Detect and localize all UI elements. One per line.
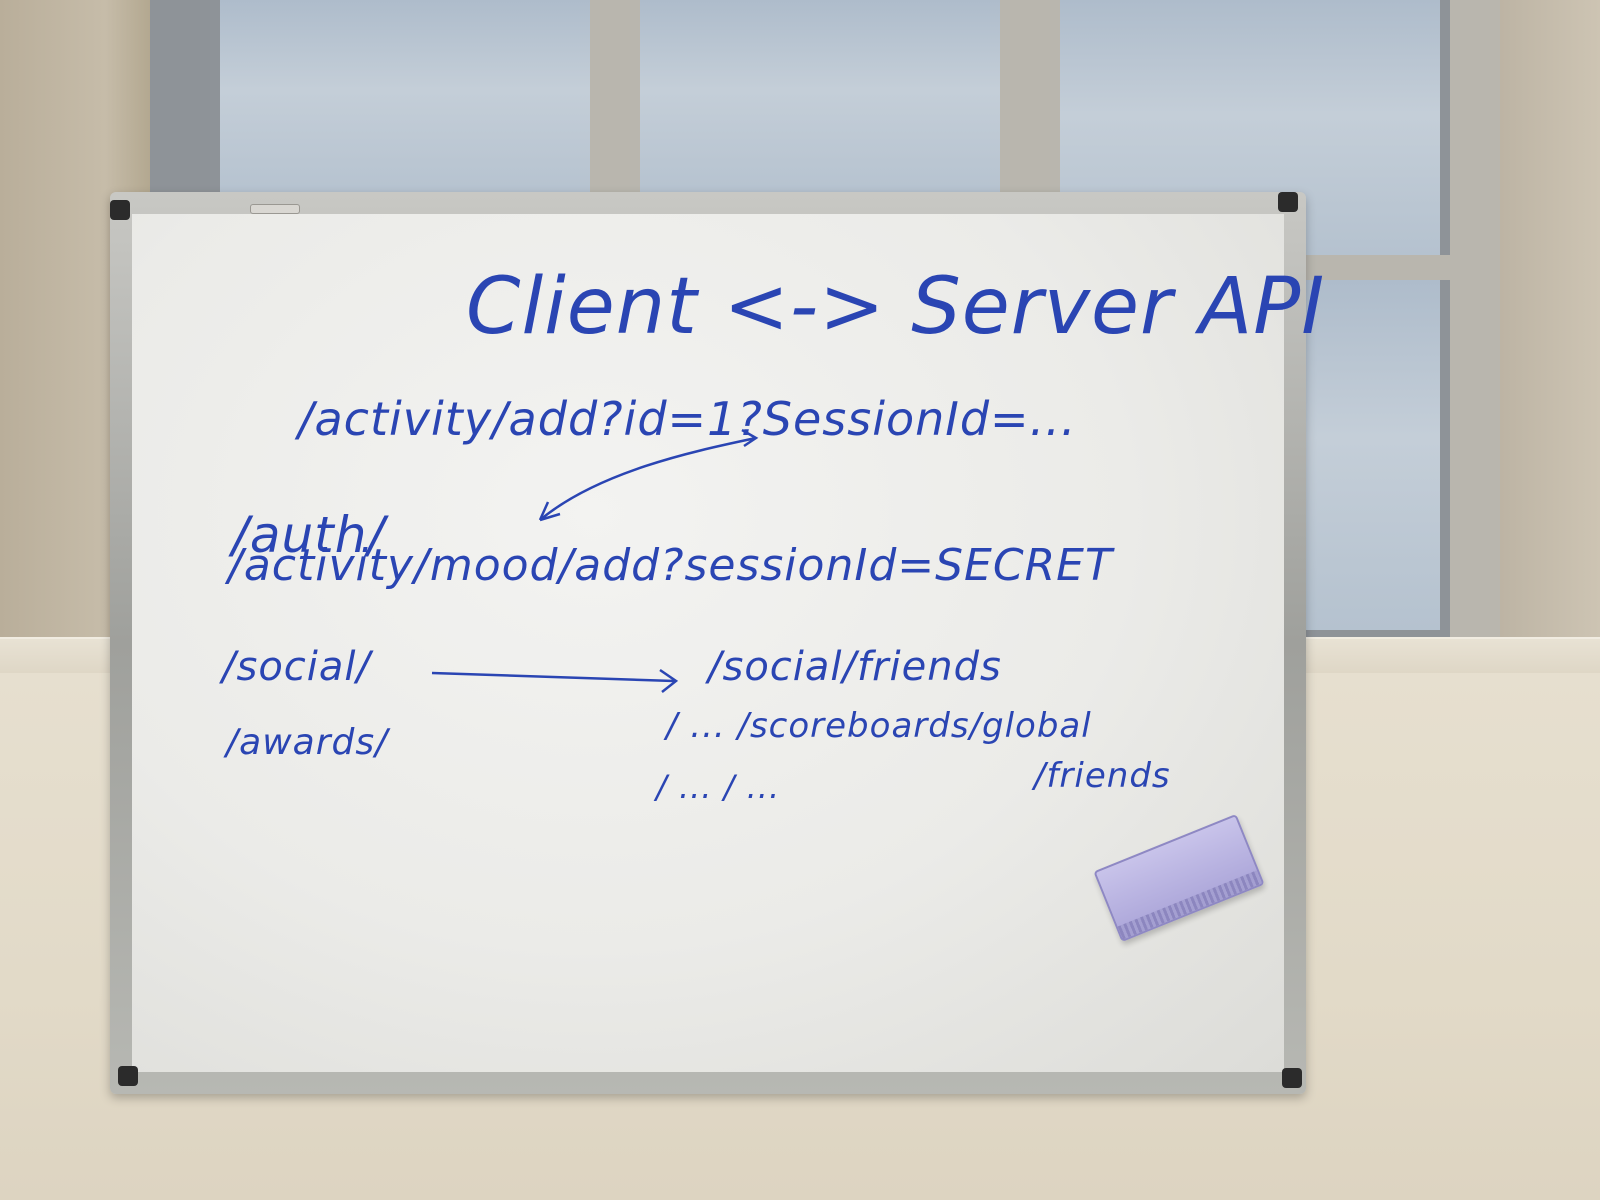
whiteboard-line-social: /social/: [222, 644, 371, 690]
arrow-head-icon: [741, 428, 759, 448]
whiteboard-corner: [1278, 192, 1298, 212]
arrow-head-icon: [538, 501, 561, 522]
whiteboard-line-social-friends: /social/friends: [708, 644, 1002, 690]
whiteboard-line-ellipsis: / ... / ...: [656, 768, 781, 806]
whiteboard-line-activity-mood-add: /activity/mood/add?sessionId=SECRET: [228, 540, 1113, 591]
window-mullion: [1000, 0, 1060, 200]
whiteboard-line-activity-add: /activity/add?id=1?SessionId=...: [298, 392, 1077, 446]
window-frame-right: [1450, 0, 1500, 640]
whiteboard-corner: [1282, 1068, 1302, 1088]
whiteboard-surface: [132, 214, 1284, 1072]
window-pane: [640, 0, 1000, 200]
whiteboard-corner: [110, 200, 130, 220]
curved-arrow-icon: [539, 436, 757, 521]
window-pane: [1280, 280, 1440, 630]
wall-right: [1500, 0, 1600, 640]
whiteboard-line-friends: /friends: [1034, 756, 1171, 796]
whiteboard-title: Client <-> Server API: [466, 262, 1326, 352]
straight-arrow-icon: [431, 671, 675, 683]
whiteboard-line-scoreboards-global: / ... /scoreboards/global: [666, 706, 1092, 746]
window-pane: [220, 0, 590, 200]
whiteboard-line-auth: /auth/: [232, 506, 386, 564]
window-mullion: [590, 0, 640, 200]
arrow-head-icon: [659, 668, 679, 693]
whiteboard-corner: [118, 1066, 138, 1086]
whiteboard-brand-label: [250, 204, 300, 214]
whiteboard-line-awards: /awards/: [226, 722, 389, 763]
